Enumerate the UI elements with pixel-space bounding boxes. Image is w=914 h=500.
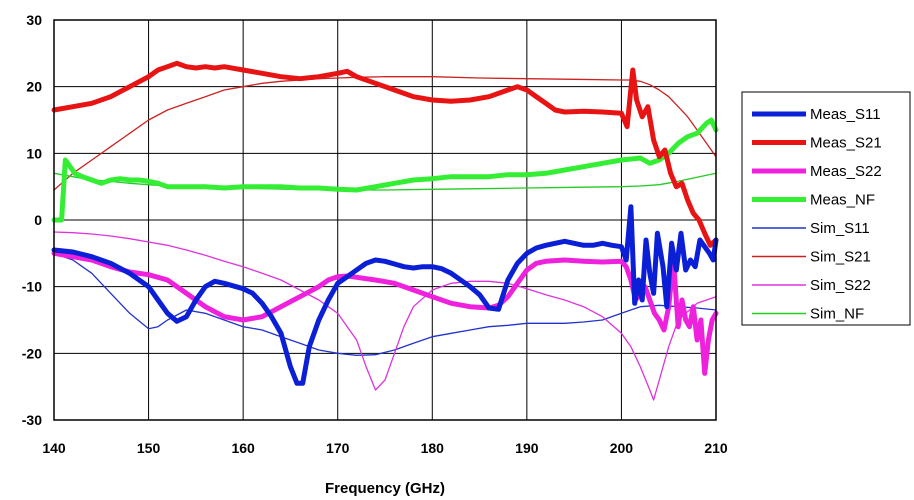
legend-label: Meas_NF (810, 192, 875, 209)
x-tick-label: 210 (704, 440, 728, 456)
y-tick-label: 30 (26, 12, 42, 28)
legend-box (741, 91, 911, 326)
y-tick-label: 0 (34, 212, 42, 228)
series-line-meas-s21 (51, 60, 719, 248)
series-line-meas-s22 (51, 250, 719, 376)
y-tick-label: -20 (22, 345, 42, 361)
x-tick-labels: 140 150 160 170 180 190 200 210 (42, 440, 728, 456)
x-tick-label: 160 (231, 440, 255, 456)
legend-label: Meas_S11 (810, 106, 881, 123)
y-tick-labels: -30 -20 -10 0 10 20 30 (22, 12, 42, 428)
y-tick-label: -10 (22, 279, 42, 295)
legend-label: Sim_S11 (810, 220, 870, 237)
x-tick-label: 150 (137, 440, 161, 456)
plot-frame (53, 19, 717, 421)
x-tick-label: 180 (421, 440, 445, 456)
y-tick-label: -30 (22, 412, 42, 428)
x-tick-label: 190 (515, 440, 539, 456)
series-line-sim-s22 (53, 231, 717, 401)
y-tick-label: 20 (26, 79, 42, 95)
series-line-sim-s11 (53, 252, 717, 356)
y-tick-label: 10 (26, 145, 42, 161)
legend-label: Meas_S22 (810, 163, 882, 180)
series-layer (51, 60, 719, 401)
series-line-meas-s11 (51, 204, 719, 386)
legend-label: Meas_S21 (810, 135, 882, 152)
x-tick-label: 140 (42, 440, 66, 456)
x-tick-label: 170 (326, 440, 350, 456)
legend-label: Sim_S22 (810, 277, 871, 294)
x-tick-label: 200 (610, 440, 634, 456)
legend-label: Sim_NF (810, 306, 864, 323)
legend: Meas_S11 Meas_S21 Meas_S22 Meas_NF Sim_S11 Si… (741, 91, 911, 326)
x-axis-title: Frequency (GHz) (325, 480, 445, 497)
series-line-meas-nf (51, 117, 719, 223)
legend-label: Sim_S21 (810, 249, 871, 266)
